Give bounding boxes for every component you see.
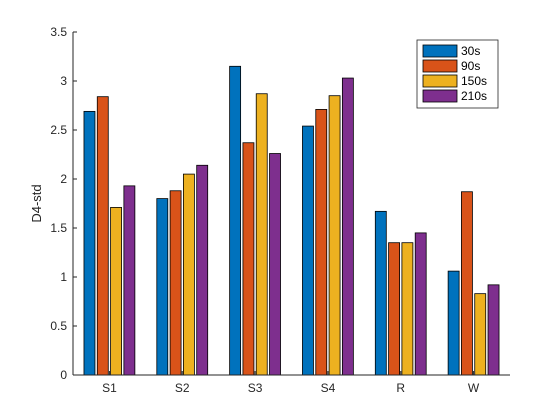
bar-w-30s xyxy=(447,270,460,376)
bar-s1-150s xyxy=(110,207,122,376)
bar-s4-150s xyxy=(328,95,341,376)
y-tick-label: 1 xyxy=(60,270,67,284)
bar-s3-150s xyxy=(255,93,268,376)
bar-w-210s xyxy=(487,284,500,376)
bar-r-210s xyxy=(414,232,427,376)
bar-r-150s xyxy=(401,242,414,376)
bar-s1-30s xyxy=(83,110,96,376)
x-tick-label: S3 xyxy=(248,381,263,395)
bar-s2-150s xyxy=(182,173,195,376)
legend-label-150s: 150s xyxy=(461,74,487,88)
bar-s4-90s xyxy=(315,109,328,376)
bar-r-90s xyxy=(388,242,401,376)
y-tick-label: 3.5 xyxy=(50,25,67,39)
bar-r-30s xyxy=(374,210,387,376)
bar-s4-30s xyxy=(302,125,314,376)
bar-s2-210s xyxy=(196,164,209,376)
bar-s4-210s xyxy=(341,77,354,376)
x-tick-label: S2 xyxy=(175,381,190,395)
y-tick-label: 3 xyxy=(60,74,67,88)
y-tick-label: 1.5 xyxy=(50,221,67,235)
y-tick-label: 2.5 xyxy=(50,123,67,137)
legend-swatch-90s xyxy=(422,59,458,73)
bar-s3-90s xyxy=(242,142,255,376)
legend-swatch-210s xyxy=(422,89,458,103)
bar-s2-30s xyxy=(156,198,169,376)
x-tick-label: W xyxy=(468,381,480,395)
y-axis-label: D4-std xyxy=(29,184,44,222)
legend-label-210s: 210s xyxy=(461,89,487,103)
bar-s3-30s xyxy=(229,65,242,376)
y-tick-label: 0 xyxy=(60,368,67,382)
x-tick-label: S1 xyxy=(102,381,117,395)
legend-swatch-30s xyxy=(422,44,458,58)
bar-w-90s xyxy=(461,191,473,376)
y-tick-label: 2 xyxy=(60,172,67,186)
y-tick-label: 0.5 xyxy=(50,319,67,333)
legend-swatch-150s xyxy=(422,74,458,88)
bar-s3-210s xyxy=(269,153,281,376)
bar-s1-210s xyxy=(123,185,136,376)
bar-s2-90s xyxy=(169,190,182,376)
bar-w-150s xyxy=(474,293,487,376)
x-tick-label: R xyxy=(396,381,405,395)
legend-label-30s: 30s xyxy=(461,44,480,58)
bar-s1-90s xyxy=(96,96,109,376)
x-tick-label: S4 xyxy=(321,381,336,395)
legend-label-90s: 90s xyxy=(461,59,480,73)
axes-layer: 0 0.5 1 1.5 2 2.5 3 3.5 S1 S2 S3 S4 R W xyxy=(50,25,510,395)
